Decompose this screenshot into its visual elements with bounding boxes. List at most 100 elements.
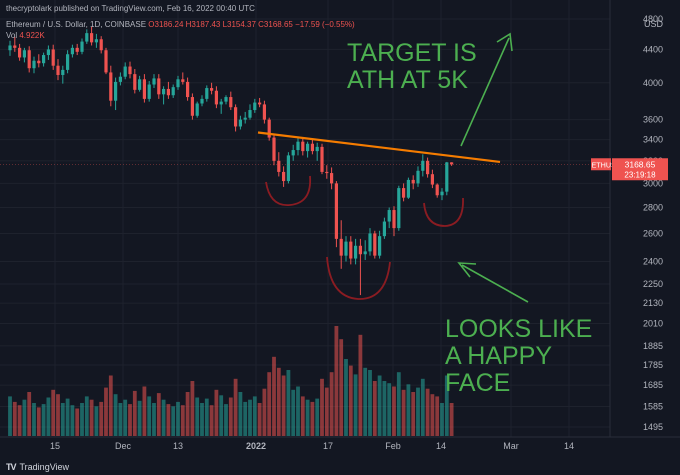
candle-body <box>200 98 204 104</box>
candle <box>128 61 132 79</box>
volume-bar <box>387 383 392 436</box>
candle-body <box>234 107 238 127</box>
volume-label: Vol <box>6 31 18 40</box>
candle-body <box>426 160 430 175</box>
price-tick-label: 2010 <box>643 318 663 328</box>
candle-body <box>258 102 262 105</box>
candle-body <box>70 47 74 55</box>
volume-bar <box>286 370 291 436</box>
price-tag-countdown: 23:19:18 <box>624 170 656 179</box>
candle <box>61 65 65 84</box>
candle <box>85 29 89 44</box>
candle <box>94 33 98 48</box>
candle-body <box>80 41 84 52</box>
candle-body <box>368 233 372 252</box>
price-tick-label: 1685 <box>643 380 663 390</box>
volume-bar <box>161 399 166 436</box>
candle <box>238 115 242 130</box>
candle-body <box>157 78 161 95</box>
candle <box>272 134 276 166</box>
candle-body <box>430 174 434 185</box>
candle <box>387 207 391 229</box>
candle <box>18 43 22 61</box>
volume-bar <box>32 403 36 436</box>
volume-bar <box>329 372 334 436</box>
volume-bar <box>171 406 176 436</box>
volume-bar <box>339 339 344 436</box>
volume-bar <box>430 394 435 436</box>
volume-bar <box>267 372 272 436</box>
candle <box>378 230 382 259</box>
volume-value: 4.922K <box>19 31 45 40</box>
ohlc-values: O3186.24 H3187.43 L3154.37 C3168.65 −17.… <box>148 20 355 29</box>
candle <box>195 101 199 118</box>
candle-body <box>90 33 94 43</box>
candle <box>248 104 252 120</box>
volume-bar <box>228 397 233 436</box>
candle-body <box>138 79 142 90</box>
footer-brand[interactable]: TV TradingView <box>6 462 69 472</box>
volume-bar <box>281 375 286 436</box>
volume-bar <box>238 392 243 436</box>
candle-body <box>46 49 50 56</box>
candle <box>368 228 372 256</box>
candle-body <box>224 97 228 102</box>
volume-bar <box>56 394 60 436</box>
volume-bar <box>195 397 200 436</box>
candle <box>109 65 113 107</box>
candle-body <box>277 160 281 172</box>
candle-body <box>411 179 415 184</box>
candle <box>373 230 377 259</box>
candle-body <box>27 50 31 69</box>
candle <box>416 166 420 187</box>
volume-bar <box>89 399 94 436</box>
candle <box>70 44 74 58</box>
price-tick-label: 2250 <box>643 279 663 289</box>
volume-bar <box>204 398 209 436</box>
candle-body <box>286 155 290 182</box>
volume-bar <box>224 404 228 436</box>
right-shoulder-curve <box>423 197 464 227</box>
candle <box>13 36 17 52</box>
candle-body <box>186 81 190 98</box>
volume-bars <box>8 326 454 436</box>
candle-body <box>109 72 113 101</box>
candle <box>51 44 55 70</box>
candle <box>330 167 334 190</box>
price-tick-label: 4000 <box>643 78 663 88</box>
volume-bar <box>368 370 372 436</box>
candle <box>162 86 166 105</box>
candle <box>123 62 127 80</box>
candle <box>243 111 247 124</box>
symbol-legend: Ethereum / U.S. Dollar, 1D, COINBASE O31… <box>6 20 355 29</box>
head-curve <box>326 256 391 300</box>
price-tag-value-bg <box>612 158 668 181</box>
chart-grid <box>0 0 610 437</box>
candle-body <box>133 74 137 90</box>
annotation-arrows <box>457 32 529 303</box>
candle-body <box>104 50 108 73</box>
candle-body <box>344 241 348 256</box>
candle <box>296 137 300 156</box>
candle-body <box>13 45 17 48</box>
candle-body <box>406 179 410 198</box>
candle <box>181 72 185 85</box>
candle <box>142 74 146 103</box>
volume-bar <box>257 403 262 436</box>
price-tick-label: 3400 <box>643 135 663 145</box>
candle <box>363 240 367 260</box>
candle-body <box>339 238 343 256</box>
time-tick-label: Mar <box>503 441 519 451</box>
arrow-up-head-icon <box>496 32 513 52</box>
volume-bar <box>209 405 214 436</box>
candle <box>118 72 122 86</box>
candle <box>229 91 233 111</box>
candle-body <box>450 162 454 165</box>
volume-bar <box>8 396 12 436</box>
volume-legend: Vol 4.922K <box>6 31 45 40</box>
candle <box>66 50 70 74</box>
volume-bar <box>99 401 104 436</box>
candle-body <box>181 79 185 82</box>
volume-bar <box>22 399 27 436</box>
